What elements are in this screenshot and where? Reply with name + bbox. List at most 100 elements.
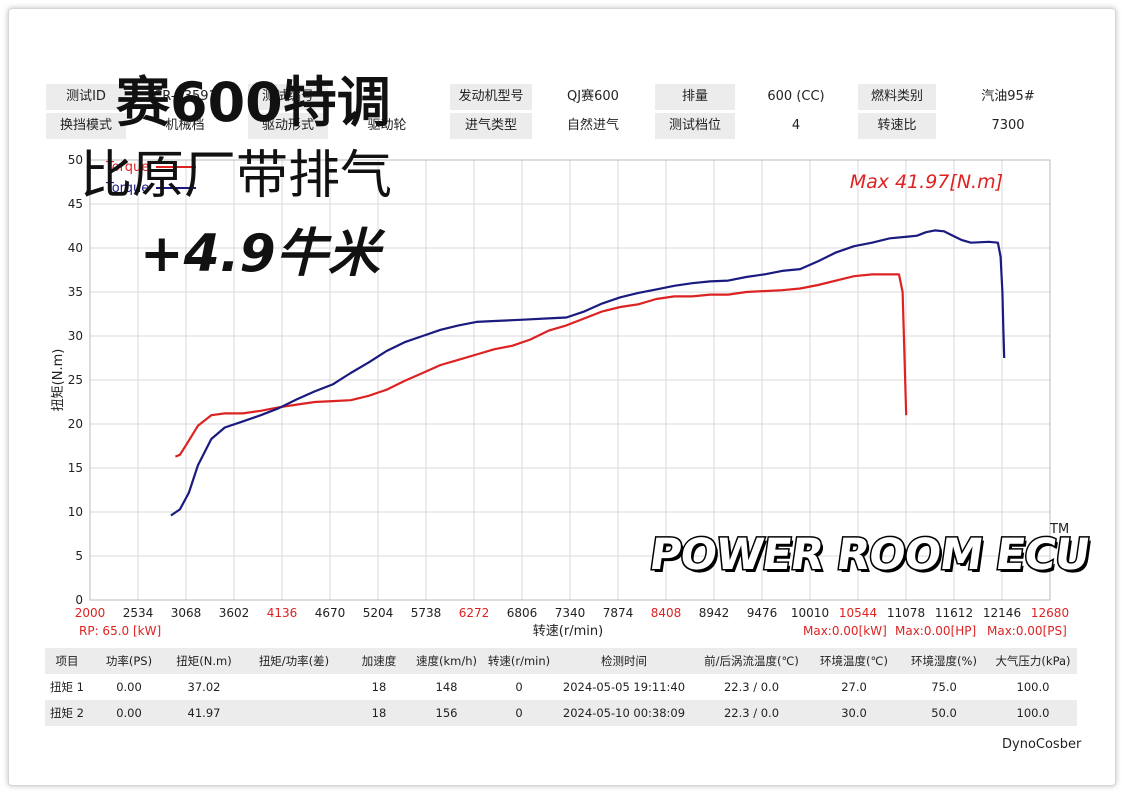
y-tick-label: 25: [68, 373, 83, 387]
shift-mode-label: 换挡模式: [46, 113, 126, 139]
header-row-1: 测试ID CR-E3591 测试编号 发动机型号 QJ赛600 排量 600 (…: [0, 84, 1122, 110]
x-tick-label: 8408: [651, 606, 682, 620]
displacement-label: 排量: [655, 84, 735, 110]
test-gear-value: 4: [791, 118, 801, 133]
max-ps: Max:0.00[PS]: [987, 624, 1067, 638]
torque-series-2: [170, 229, 1006, 517]
y-tick-label: 40: [68, 241, 83, 255]
y-axis-label: 扭矩(N.m): [51, 349, 66, 412]
displacement-value: 600 (CC): [767, 89, 825, 104]
col-header: 前/后涡流温度(℃): [704, 654, 799, 668]
table-row: 扭矩 1 0.00 37.02 18 148 0 2024-05-05 19:1…: [45, 674, 1077, 700]
engine-model-value: QJ赛600: [567, 89, 619, 104]
y-tick-label: 50: [68, 153, 83, 167]
table-cell: 30.0: [841, 706, 867, 720]
x-tick-label: 4136: [267, 606, 298, 620]
col-header: 加速度: [361, 654, 397, 668]
x-axis-label: 转速(r/min): [533, 624, 603, 639]
table-cell: 22.3 / 0.0: [723, 706, 780, 720]
intake-type-label: 进气类型: [450, 113, 532, 139]
header-row-2: 换挡模式 机械档 驱动形式 驱动轮 进气类型 自然进气 测试档位 4 转速比 7…: [0, 113, 1122, 139]
x-tick-label: 5738: [411, 606, 442, 620]
x-tick-label: 6806: [507, 606, 538, 620]
col-header: 检测时间: [601, 654, 647, 668]
overlay-title-line1: 赛600特调: [116, 71, 391, 134]
x-tick-label: 12146: [983, 606, 1021, 620]
y-tick-label: 15: [68, 461, 83, 475]
table-cell: 27.0: [841, 680, 867, 694]
rp-value: RP: 65.0 [kW]: [79, 624, 162, 638]
drive-type-value: 驱动轮: [367, 118, 407, 133]
legend: Torque Torque: [105, 160, 196, 196]
table-cell: 2024-05-10 00:38:09: [562, 706, 686, 720]
y-axis-ticks: 0 5 10 15 20 25 30 35 40 45 50: [68, 153, 83, 607]
table-cell: 100.0: [1016, 706, 1050, 720]
test-id-label: 测试ID: [46, 84, 126, 110]
test-number-label: 测试编号: [248, 84, 328, 110]
rpm-ratio-value: 7300: [991, 118, 1025, 133]
x-tick-label: 6272: [459, 606, 490, 620]
table-cell: 0: [515, 680, 523, 694]
table-header-row: 项目 功率(PS) 扭矩(N.m) 扭矩/功率(差) 加速度 速度(km/h) …: [45, 648, 1077, 674]
x-axis-ticks: 2000 2534 3068 3602 4136 4670 5204 5738 6272 6806…: [75, 606, 1069, 620]
overlay-title-line3: +4.9牛米: [140, 224, 380, 284]
intake-type-value: 自然进气: [566, 118, 619, 133]
y-tick-label: 35: [68, 285, 83, 299]
legend-label-2: Torque: [105, 181, 149, 196]
torque-chart: 0 5 10 15 20 25 30 35 40 45 50 2000 2534 3068 3602 413…: [51, 153, 1069, 639]
trademark-mark: TM: [1050, 522, 1070, 537]
col-header: 扭矩/功率(差): [258, 654, 330, 668]
table-cell: 18: [371, 680, 387, 694]
col-header: 大气压力(kPa): [995, 654, 1071, 668]
table-cell: 37.02: [187, 680, 221, 694]
table-cell: 扭矩 2: [50, 706, 84, 720]
x-tick-label: 3068: [171, 606, 202, 620]
max-kw: Max:0.00[kW]: [803, 624, 887, 638]
fuel-type-value: 汽油95#: [981, 89, 1035, 104]
col-header: 扭矩(N.m): [176, 654, 232, 668]
y-tick-label: 45: [68, 197, 83, 211]
x-tick-label: 2534: [123, 606, 154, 620]
chart-grid: [89, 159, 1051, 601]
x-tick-label: 10544: [839, 606, 877, 620]
table-cell: 50.0: [931, 706, 957, 720]
table-cell: 41.97: [187, 706, 221, 720]
test-id-value: CR-E3591: [153, 89, 217, 104]
table-cell: 18: [371, 706, 387, 720]
y-tick-label: 10: [68, 505, 83, 519]
x-tick-label: 11078: [887, 606, 925, 620]
table-cell: 2024-05-05 19:11:40: [562, 680, 686, 694]
x-tick-label: 11612: [935, 606, 973, 620]
overlay-title-line2: 比原厂带排气: [80, 146, 393, 206]
x-tick-label: 9476: [747, 606, 778, 620]
table-cell: 22.3 / 0.0: [723, 680, 780, 694]
table-cell: 0: [515, 706, 523, 720]
table-cell: [239, 700, 349, 726]
col-header: 速度(km/h): [416, 654, 477, 668]
logo-text: POWER ROOM ECU: [645, 529, 1094, 582]
col-header: 环境温度(℃): [820, 654, 888, 668]
x-tick-label: 10010: [791, 606, 829, 620]
results-table: 项目 功率(PS) 扭矩(N.m) 扭矩/功率(差) 加速度 速度(km/h) …: [45, 648, 1077, 726]
col-header: 环境湿度(%): [911, 654, 977, 668]
table-cell: 0.00: [116, 680, 142, 694]
max-torque-annotation: Max 41.97[N.m]: [850, 171, 1003, 193]
table-cell: 75.0: [931, 680, 957, 694]
y-tick-label: 20: [68, 417, 83, 431]
y-tick-label: 30: [68, 329, 83, 343]
series-lines: [170, 229, 1006, 517]
x-tick-label: 3602: [219, 606, 250, 620]
table-cell: [239, 674, 349, 700]
test-gear-label: 测试档位: [655, 113, 735, 139]
torque-series-1: [174, 273, 908, 458]
table-cell: 100.0: [1016, 680, 1050, 694]
col-header: 项目: [55, 654, 79, 668]
col-header: 转速(r/min): [487, 654, 551, 668]
table-cell: 156: [435, 706, 458, 720]
table-cell: 148: [435, 680, 458, 694]
power-room-ecu-logo: POWER ROOM ECU: [645, 529, 1094, 582]
engine-model-label: 发动机型号: [450, 84, 532, 110]
x-tick-label: 2000: [75, 606, 106, 620]
x-tick-label: 5204: [363, 606, 394, 620]
shift-mode-value: 机械档: [165, 118, 205, 133]
